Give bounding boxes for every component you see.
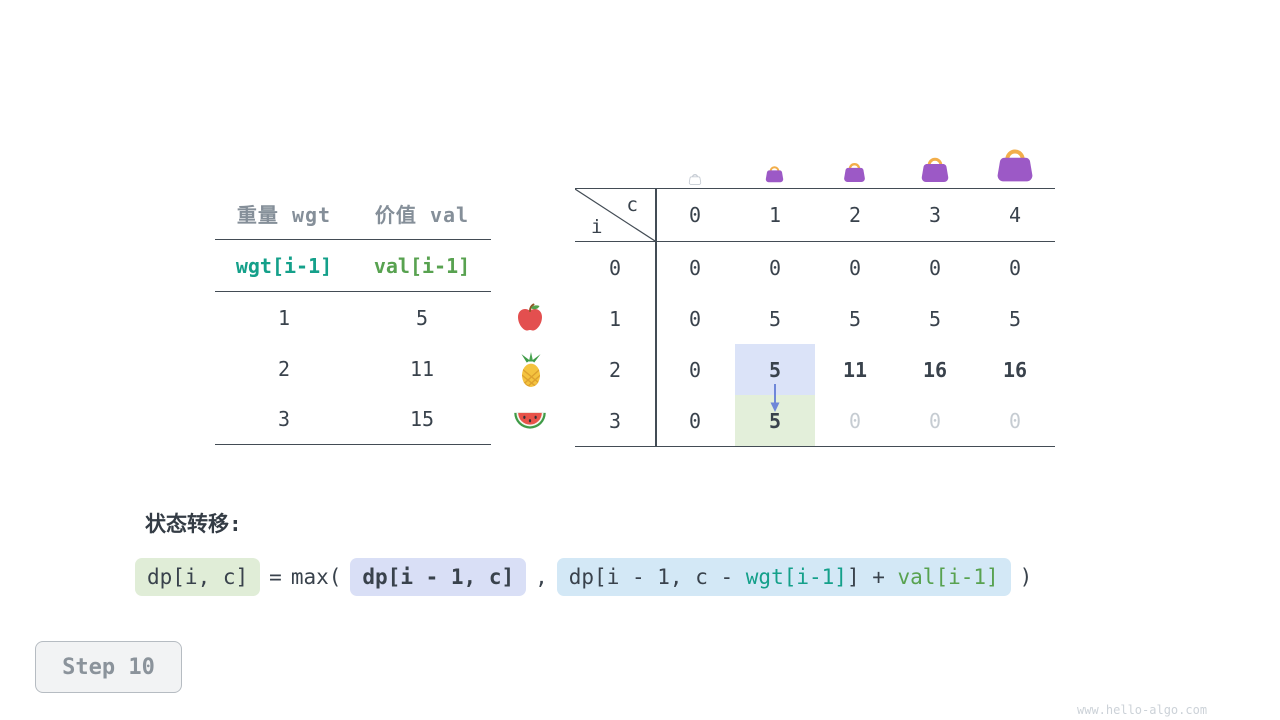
dp-row-0: 0 0 0 0 0 0 [575, 242, 1055, 293]
arg2-wgt-token: wgt[i-1] [745, 565, 847, 589]
table-row: 2 11 [215, 343, 491, 394]
arg2-mid: ] + [846, 565, 898, 589]
dp-cell: 5 [928, 306, 942, 331]
dp-cell: 16 [1002, 357, 1028, 382]
item-axis-label: i [591, 216, 603, 238]
dp-cell: 0 [688, 306, 702, 331]
arg2-val-token: val[i-1] [897, 565, 999, 589]
equals-sign: = [269, 565, 282, 589]
dp-row-1: 1 0 5 5 5 5 [575, 293, 1055, 344]
dp-cell: 5 [768, 306, 782, 331]
bag-medium-icon [842, 159, 867, 187]
dp-table: c i 0 1 2 3 4 0 0 0 0 0 0 1 0 5 5 5 5 2 … [575, 188, 1055, 447]
dp-cell: 0 [688, 255, 702, 280]
dp-cell: 5 [848, 306, 862, 331]
dp-cell: 0 [848, 255, 862, 280]
dp-cell-pending: 0 [1008, 408, 1022, 433]
dp-table-divider [655, 189, 657, 446]
row-label: 0 [608, 255, 622, 280]
dp-cell: 11 [842, 357, 868, 382]
weight-header: 重量 wgt [236, 203, 332, 227]
bag-small-icon [764, 163, 785, 187]
dp-cell: 0 [1008, 255, 1022, 280]
dp-cell: 0 [688, 408, 702, 433]
watermelon-icon [512, 408, 548, 434]
col-header: 0 [688, 203, 702, 227]
formula-arg2: dp[i - 1, c - wgt[i-1]] + val[i-1] [556, 558, 1011, 596]
watermark: www.hello-algo.com [1077, 703, 1208, 717]
table-row: 1 5 [215, 292, 491, 343]
formula-arg1: dp[i - 1, c] [350, 558, 527, 596]
apple-icon [514, 302, 546, 338]
dp-header-row: c i 0 1 2 3 4 [575, 189, 1055, 242]
dp-target-cell: 5 [735, 395, 815, 446]
val-variable: val[i-1] [373, 253, 471, 278]
col-header: 1 [768, 203, 782, 227]
table-header-row: 重量 wgt 价值 val [215, 188, 491, 240]
value-header: 价值 val [374, 203, 470, 227]
comma: , [535, 565, 548, 589]
empty-bag-icon [688, 170, 702, 189]
weight-value: 2 [277, 356, 291, 381]
row-label: 2 [608, 357, 622, 382]
dp-cell: 5 [1008, 306, 1022, 331]
weights-values-table: 重量 wgt 价值 val wgt[i-1] val[i-1] 1 5 2 11… [215, 188, 491, 445]
row-label: 1 [608, 306, 622, 331]
wgt-variable: wgt[i-1] [235, 253, 333, 278]
state-transition-title: 状态转移: [145, 512, 242, 536]
dp-row-2: 2 0 5 11 16 16 [575, 344, 1055, 395]
dp-corner-cell: c i [575, 189, 655, 241]
col-header: 2 [848, 203, 862, 227]
formula-lhs: dp[i, c] [135, 558, 261, 596]
variable-row: wgt[i-1] val[i-1] [215, 240, 491, 292]
col-header: 4 [1008, 203, 1022, 227]
dp-source-cell: 5 [735, 344, 815, 395]
pineapple-icon [514, 352, 548, 392]
table-row: 3 15 [215, 394, 491, 445]
bag-xlarge-icon [994, 143, 1036, 187]
item-value: 11 [409, 356, 435, 381]
weight-value: 3 [277, 407, 291, 431]
capacity-axis-label: c [626, 194, 638, 216]
close-paren: ) [1019, 565, 1033, 589]
state-transition-formula: dp[i, c] = max( dp[i - 1, c] , dp[i - 1,… [135, 558, 1032, 596]
dp-cell: 0 [928, 255, 942, 280]
col-header: 3 [928, 203, 942, 227]
step-indicator: Step 10 [35, 641, 182, 693]
max-open: max( [290, 565, 342, 589]
item-value: 15 [409, 407, 435, 431]
dp-cell: 0 [688, 357, 702, 382]
arg2-prefix: dp[i - 1, c - [568, 565, 746, 589]
dp-cell: 16 [922, 357, 948, 382]
item-value: 5 [415, 305, 429, 330]
dp-cell: 0 [768, 255, 782, 280]
dp-cell-pending: 0 [928, 408, 942, 433]
transition-arrow-icon [768, 383, 782, 417]
dp-cell-pending: 0 [848, 408, 862, 433]
bag-large-icon [919, 153, 951, 187]
dp-row-3: 3 0 5 0 0 0 [575, 395, 1055, 446]
weight-value: 1 [277, 305, 291, 330]
row-label: 3 [608, 408, 622, 433]
